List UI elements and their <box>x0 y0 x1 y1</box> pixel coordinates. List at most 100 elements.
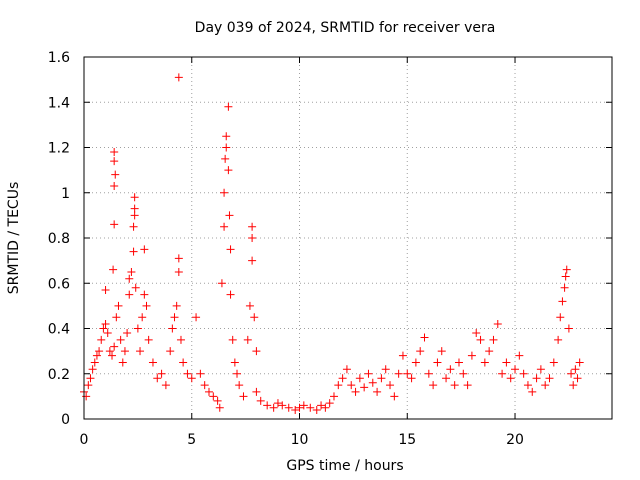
data-point <box>110 220 119 229</box>
data-point <box>112 313 121 322</box>
data-point <box>157 369 166 378</box>
data-point <box>110 148 119 157</box>
y-tick-label: 1.6 <box>48 50 70 66</box>
data-point <box>554 335 563 344</box>
data-point <box>226 245 235 254</box>
data-point <box>442 374 451 383</box>
data-point <box>252 347 261 356</box>
data-point <box>127 267 136 276</box>
data-point <box>250 313 259 322</box>
data-point <box>110 342 119 351</box>
data-point <box>176 335 185 344</box>
y-axis-label: SRMTID / TECUs <box>6 182 22 295</box>
y-axis: 0 0.2 0.4 0.6 0.8 1 1.2 1.4 1.6 <box>48 50 612 428</box>
data-point <box>381 365 390 374</box>
y-tick-label: 1.4 <box>48 95 70 111</box>
data-point <box>558 297 567 306</box>
data-point <box>403 369 412 378</box>
data-point <box>82 392 91 401</box>
data-point <box>125 274 134 283</box>
data-point <box>248 234 257 242</box>
data-point <box>221 154 230 163</box>
data-point <box>95 347 104 356</box>
data-point <box>220 188 229 197</box>
data-point <box>450 381 459 390</box>
data-point <box>174 267 183 276</box>
data-point <box>347 381 356 390</box>
data-point <box>239 392 248 401</box>
data-point <box>312 405 321 414</box>
data-point <box>416 347 425 356</box>
data-point <box>123 329 132 338</box>
data-point <box>130 193 139 202</box>
data-point <box>196 369 205 378</box>
data-point <box>299 401 308 410</box>
data-point <box>172 301 181 310</box>
data-point <box>556 313 565 322</box>
data-point <box>166 347 175 356</box>
data-point <box>256 396 265 405</box>
y-tick-label: 0.4 <box>48 322 70 338</box>
data-point <box>138 313 147 322</box>
data-point <box>129 247 138 256</box>
y-tick-label: 0.8 <box>48 231 70 247</box>
x-axis-label: GPS time / hours <box>286 458 403 474</box>
data-point <box>571 365 580 374</box>
data-point <box>273 399 282 408</box>
data-point <box>179 358 188 367</box>
data-point <box>506 374 515 383</box>
data-point <box>536 365 545 374</box>
data-point <box>174 73 183 82</box>
x-tick-label: 15 <box>398 432 416 448</box>
x-axis: 0 5 10 15 20 <box>80 57 524 448</box>
data-point <box>489 335 498 344</box>
data-point <box>105 347 114 356</box>
data-point <box>131 283 140 292</box>
data-point <box>245 301 254 310</box>
data-point <box>463 381 472 390</box>
data-point <box>291 405 300 414</box>
data-point <box>325 399 334 408</box>
data-point <box>228 335 237 344</box>
data-point <box>351 387 360 396</box>
data-point <box>386 381 395 390</box>
data-point <box>99 324 108 333</box>
data-point <box>187 374 196 383</box>
data-point <box>109 265 118 274</box>
data-point <box>144 335 153 344</box>
y-tick-label: 1 <box>61 186 70 202</box>
data-point <box>373 387 382 396</box>
data-point <box>306 403 315 412</box>
data-point <box>295 403 304 412</box>
data-point <box>161 381 170 390</box>
data-point <box>243 335 252 344</box>
data-point <box>355 374 364 383</box>
data-point <box>459 369 468 378</box>
data-point <box>103 329 112 338</box>
data-point <box>476 335 485 344</box>
data-point <box>174 254 183 263</box>
data-point <box>110 157 119 166</box>
data-point <box>472 329 481 338</box>
data-point <box>133 324 142 333</box>
data-point <box>377 374 386 383</box>
y-tick-label: 1.2 <box>48 141 70 157</box>
data-point <box>390 392 399 401</box>
data-point <box>561 272 570 281</box>
data-point <box>541 381 550 390</box>
data-point <box>110 181 119 190</box>
data-point <box>136 347 145 356</box>
data-point <box>532 374 541 383</box>
data-point <box>204 387 213 396</box>
data-point <box>130 204 139 213</box>
data-point <box>142 301 151 310</box>
data-point <box>360 383 369 392</box>
data-point <box>528 387 537 396</box>
data-point <box>424 369 433 378</box>
data-point <box>224 102 233 111</box>
data-point <box>248 222 257 231</box>
data-point <box>97 335 106 344</box>
data-point <box>575 358 584 367</box>
data-point <box>523 381 532 390</box>
